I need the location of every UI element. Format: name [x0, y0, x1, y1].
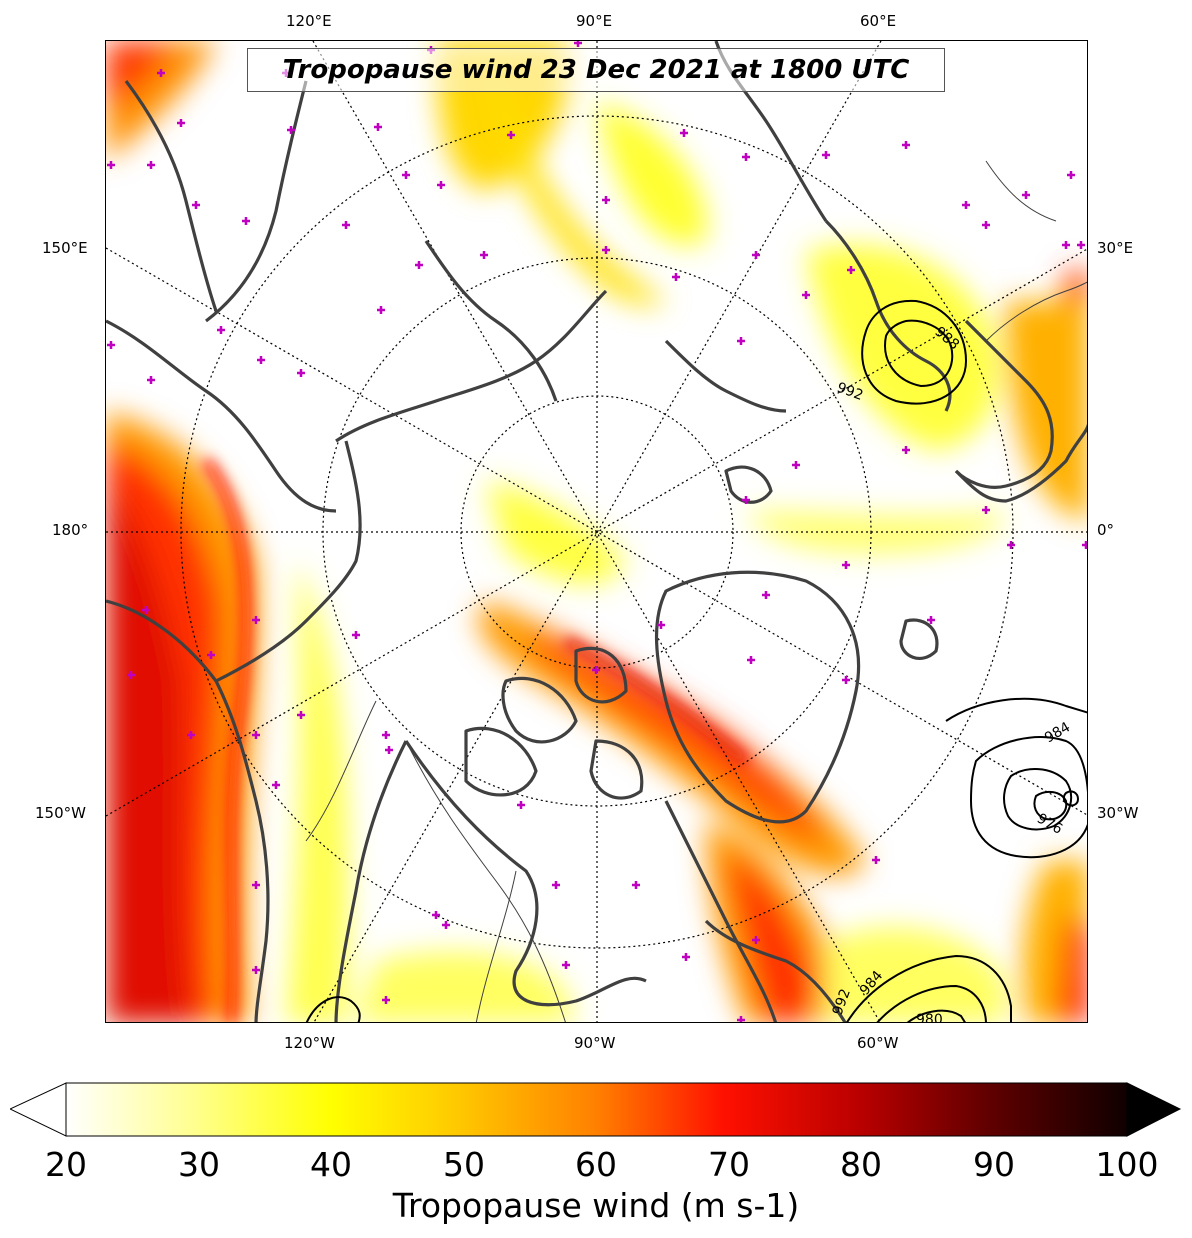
lon-label-bottom-60w: 60°W — [857, 1034, 899, 1052]
lon-label-left-150w: 150°W — [35, 804, 86, 822]
colorbar-tick: 100 — [1095, 1145, 1159, 1184]
colorbar-tick: 70 — [708, 1145, 750, 1184]
colorbar-tick: 40 — [310, 1145, 352, 1184]
colorbar-tick: 60 — [575, 1145, 617, 1184]
coastlines — [106, 41, 1087, 1022]
lon-label-right-30w: 30°W — [1097, 804, 1139, 822]
colorbar-tick: 20 — [45, 1145, 87, 1184]
colorbar-tick: 30 — [178, 1145, 220, 1184]
lon-label-left-150e: 150°E — [42, 239, 88, 257]
colorbar-label: Tropopause wind (m s-1) — [392, 1186, 800, 1225]
graticule — [106, 41, 1087, 1022]
lon-label-bottom-120w: 120°W — [284, 1034, 335, 1052]
lon-label-top-90e: 90°E — [576, 12, 613, 30]
pressure-contours — [305, 299, 1087, 1022]
lon-label-bottom-90w: 90°W — [574, 1034, 616, 1052]
colorbar — [10, 1082, 1182, 1137]
map-svg: 988 992 984 976 992 984 980 — [106, 41, 1087, 1023]
lon-label-top-120e: 120°E — [286, 12, 332, 30]
colorbar-ramp — [65, 1082, 1128, 1137]
colorbar-tick: 90 — [973, 1145, 1015, 1184]
map-title: Tropopause wind 23 Dec 2021 at 1800 UTC — [282, 55, 910, 85]
lon-label-top-60e: 60°E — [860, 12, 897, 30]
map-panel: 988 992 984 976 992 984 980 — [105, 40, 1088, 1023]
colorbar-tick: 80 — [840, 1145, 882, 1184]
borders — [305, 160, 1087, 1022]
map-title-box: Tropopause wind 23 Dec 2021 at 1800 UTC — [247, 48, 945, 92]
colorbar-min-extend — [10, 1082, 67, 1137]
colorbar-max-extend — [1126, 1082, 1182, 1137]
colorbar-tick: 50 — [443, 1145, 485, 1184]
contour-label: 980 — [916, 1012, 943, 1023]
lon-label-left-180: 180° — [52, 521, 89, 539]
lon-label-right-30e: 30°E — [1097, 239, 1134, 257]
lon-label-right-0: 0° — [1097, 521, 1115, 539]
